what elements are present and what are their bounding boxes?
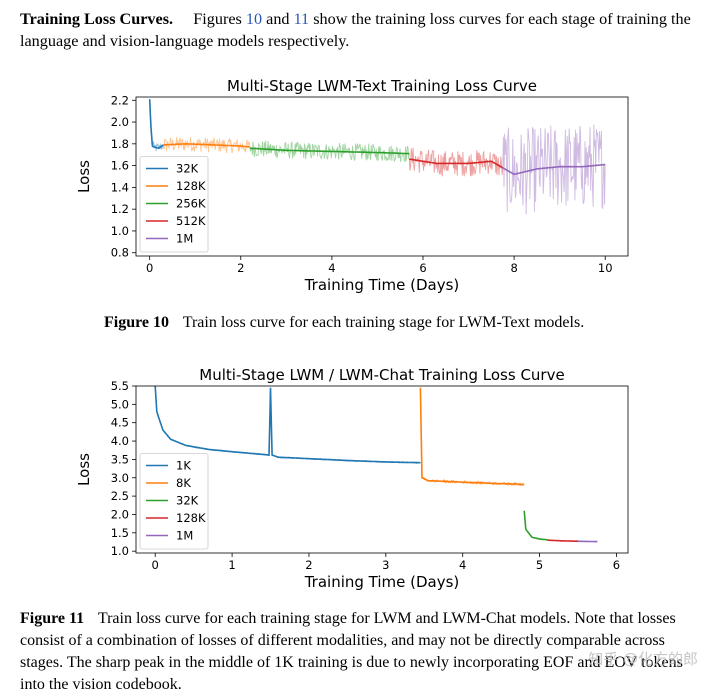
y-tick-label: 1.2 bbox=[111, 202, 129, 216]
intro-and: and bbox=[266, 10, 289, 28]
y-tick-label: 1.0 bbox=[111, 224, 129, 238]
x-axis-label: Training Time (Days) bbox=[304, 573, 460, 591]
figure-ref-10[interactable]: 10 bbox=[246, 10, 262, 28]
x-tick-label: 5 bbox=[536, 558, 543, 572]
legend-label-32K: 32K bbox=[176, 494, 199, 508]
figure-10-label: Figure 10 bbox=[104, 314, 169, 331]
x-tick-label: 1 bbox=[228, 558, 235, 572]
plot-area bbox=[150, 99, 606, 214]
intro-text-before: Figures bbox=[193, 10, 242, 28]
x-tick-label: 8 bbox=[510, 261, 517, 275]
y-tick-label: 0.8 bbox=[111, 246, 129, 260]
legend-label-8K: 8K bbox=[176, 476, 191, 490]
y-tick-label: 1.4 bbox=[111, 180, 129, 194]
series-raw-8K bbox=[420, 388, 524, 486]
y-tick-label: 2.0 bbox=[111, 115, 129, 129]
y-tick-label: 2.2 bbox=[111, 93, 129, 107]
legend-label-1M: 1M bbox=[176, 529, 193, 543]
legend-label-32K: 32K bbox=[176, 162, 199, 176]
figure-10-text: Train loss curve for each training stage… bbox=[183, 314, 584, 331]
y-tick-label: 4.0 bbox=[111, 434, 129, 448]
chat-loss-chart-svg: Multi-Stage LWM / LWM-Chat Training Loss… bbox=[0, 365, 720, 595]
figure-11-text: Train loss curve for each training stage… bbox=[20, 610, 683, 693]
y-tick-label: 5.5 bbox=[111, 379, 129, 393]
chart-title: Multi-Stage LWM / LWM-Chat Training Loss… bbox=[199, 366, 564, 384]
x-tick-label: 4 bbox=[328, 261, 335, 275]
series-raw-1M bbox=[503, 125, 606, 215]
y-tick-label: 1.6 bbox=[111, 159, 129, 173]
series-line-32K bbox=[150, 99, 164, 148]
intro-heading: Training Loss Curves. bbox=[20, 10, 173, 28]
x-tick-label: 10 bbox=[598, 261, 613, 275]
y-tick-label: 5.0 bbox=[111, 397, 129, 411]
figure-ref-11[interactable]: 11 bbox=[294, 10, 310, 28]
series-line-128K bbox=[547, 540, 578, 541]
x-tick-label: 3 bbox=[382, 558, 389, 572]
y-tick-label: 1.8 bbox=[111, 137, 129, 151]
plot-frame bbox=[136, 386, 628, 553]
legend-label-128K: 128K bbox=[176, 511, 206, 525]
x-tick-label: 4 bbox=[459, 558, 466, 572]
series-line-32K bbox=[524, 511, 547, 540]
watermark: 知乎 @化方的郎 bbox=[588, 648, 698, 669]
series-raw-32K bbox=[524, 511, 547, 540]
figure-10-caption: Figure 10 Train loss curve for each trai… bbox=[104, 312, 584, 334]
plot-frame bbox=[136, 97, 628, 256]
y-tick-label: 1.0 bbox=[111, 544, 129, 558]
x-tick-label: 6 bbox=[613, 558, 620, 572]
y-tick-label: 4.5 bbox=[111, 416, 129, 430]
y-axis-label: Loss bbox=[75, 160, 93, 193]
legend-label-1K: 1K bbox=[176, 459, 191, 473]
text-loss-chart-svg: Multi-Stage LWM-Text Training Loss Curve… bbox=[0, 70, 720, 300]
legend-label-256K: 256K bbox=[176, 197, 206, 211]
intro-paragraph: Training Loss Curves. Figures 10 and 11 … bbox=[20, 8, 710, 52]
x-tick-label: 2 bbox=[237, 261, 244, 275]
y-axis-label: Loss bbox=[75, 453, 93, 486]
y-tick-label: 1.5 bbox=[111, 526, 129, 540]
y-tick-label: 3.0 bbox=[111, 471, 129, 485]
legend-label-128K: 128K bbox=[176, 179, 206, 193]
x-tick-label: 6 bbox=[419, 261, 426, 275]
x-tick-label: 2 bbox=[305, 558, 312, 572]
x-tick-label: 0 bbox=[146, 261, 153, 275]
series-raw-1K bbox=[155, 386, 420, 463]
plot-area bbox=[155, 386, 597, 542]
y-tick-label: 3.5 bbox=[111, 452, 129, 466]
series-line-8K bbox=[420, 388, 524, 485]
legend-label-1M: 1M bbox=[176, 232, 193, 246]
legend-label-512K: 512K bbox=[176, 214, 206, 228]
x-tick-label: 0 bbox=[152, 558, 159, 572]
chart-title: Multi-Stage LWM-Text Training Loss Curve bbox=[227, 77, 537, 95]
series-line-1K bbox=[155, 386, 420, 463]
chat-loss-chart: Multi-Stage LWM / LWM-Chat Training Loss… bbox=[0, 365, 720, 595]
figure-11-label: Figure 11 bbox=[20, 610, 84, 627]
y-tick-label: 2.0 bbox=[111, 507, 129, 521]
text-loss-chart: Multi-Stage LWM-Text Training Loss Curve… bbox=[0, 70, 720, 300]
y-tick-label: 2.5 bbox=[111, 489, 129, 503]
x-axis-label: Training Time (Days) bbox=[304, 276, 460, 294]
